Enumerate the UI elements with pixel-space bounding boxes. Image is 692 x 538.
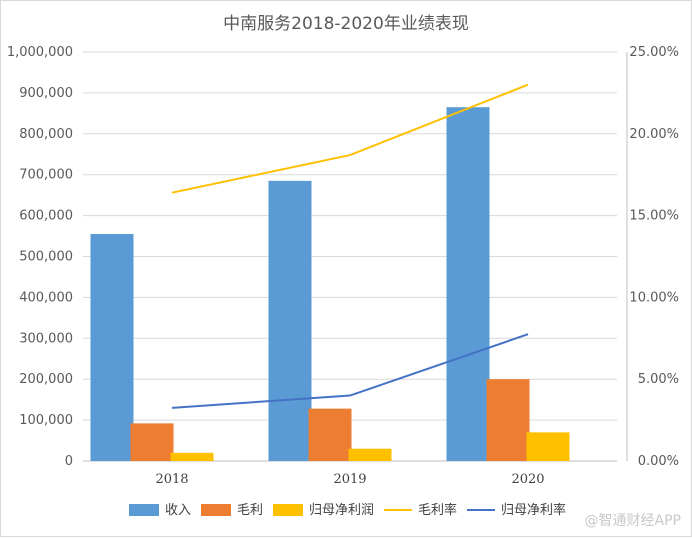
legend-swatch — [273, 504, 303, 516]
bar-收入-2019 — [268, 180, 312, 461]
legend-label: 归母净利润 — [309, 503, 374, 518]
line-归母净利率 — [171, 333, 529, 409]
chart-title: 中南服务2018-2020年业绩表现 — [223, 14, 469, 34]
bar-毛利-2018 — [130, 423, 174, 461]
y-tick-label: 600,000 — [19, 209, 73, 224]
y-tick-label: 800,000 — [19, 127, 73, 142]
legend-label: 收入 — [165, 503, 191, 518]
legend-label: 毛利率 — [418, 502, 457, 518]
line-毛利率 — [171, 83, 529, 194]
y-tick-label: 500,000 — [19, 250, 73, 265]
watermark: @智通财经APP — [584, 513, 681, 529]
y-tick-label: 400,000 — [19, 290, 73, 305]
x-tick-label: 2018 — [155, 472, 188, 487]
y-tick-label: 900,000 — [19, 86, 73, 101]
y2-tick-label: 15.00% — [629, 209, 679, 224]
y-tick-label: 0 — [65, 454, 73, 469]
y2-tick-label: 5.00% — [638, 372, 679, 387]
legend-label: 毛利 — [237, 503, 263, 518]
y-tick-label: 1,000,000 — [7, 45, 73, 60]
legend-swatch — [201, 504, 231, 516]
legend-label: 归母净利率 — [501, 502, 566, 518]
x-tick-label: 2019 — [333, 472, 366, 487]
bar-收入-2020 — [446, 107, 490, 461]
y2-tick-label: 20.00% — [629, 127, 679, 142]
y2-tick-label: 10.00% — [629, 290, 679, 305]
x-tick-label: 2020 — [511, 472, 544, 487]
bar-收入-2018 — [90, 234, 134, 461]
y-tick-label: 300,000 — [19, 331, 73, 346]
legend-swatch — [129, 504, 159, 516]
y-tick-label: 200,000 — [19, 372, 73, 387]
bar-归母净利润-2020 — [526, 432, 570, 461]
y-tick-label: 700,000 — [19, 168, 73, 183]
bar-归母净利润-2018 — [170, 452, 214, 461]
bar-归母净利润-2019 — [348, 448, 392, 461]
y2-tick-label: 0.00% — [638, 454, 679, 469]
bar-毛利-2019 — [308, 408, 352, 461]
y2-tick-label: 25.00% — [629, 45, 679, 60]
bar-毛利-2020 — [486, 379, 530, 461]
y-tick-label: 100,000 — [19, 413, 73, 428]
